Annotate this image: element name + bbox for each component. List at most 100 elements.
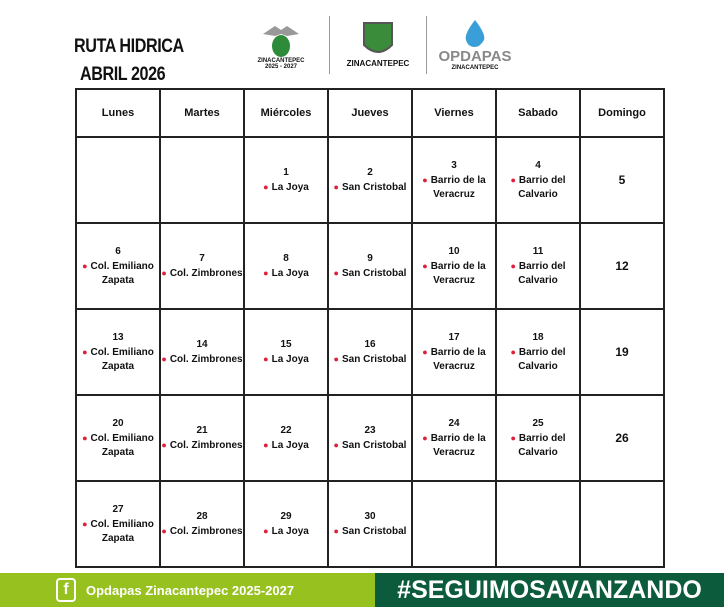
day-number: 5 <box>618 173 626 187</box>
route-location: ● La Joya <box>263 267 309 279</box>
route-location: ● La Joya <box>263 181 309 193</box>
ayuntamiento-logo: ZINACANTEPEC 2025 - 2027 <box>245 20 317 70</box>
calendar-cell: 12 <box>579 222 665 310</box>
ayuntamiento-emblem-icon <box>263 25 299 57</box>
route-location: ● Col. Emiliano Zapata <box>82 260 154 286</box>
calendar-cell: 7 ● Col. Zimbrones <box>159 222 245 310</box>
route-location: ● La Joya <box>263 525 309 537</box>
calendar-cell: 6 ● Col. Emiliano Zapata <box>75 222 161 310</box>
calendar-cell <box>579 480 665 568</box>
calendar-cell <box>159 136 245 224</box>
day-header: Miércoles <box>243 88 329 138</box>
route-location: ● San Cristobal <box>333 267 407 279</box>
day-header: Jueves <box>327 88 413 138</box>
pin-icon: ● <box>510 174 516 185</box>
calendar-table: Lunes Martes Miércoles Jueves Viernes Sabado D… <box>75 88 665 568</box>
day-number: 1 <box>283 166 289 178</box>
route-location: ● Col. Emiliano Zapata <box>82 346 154 372</box>
pin-icon: ● <box>510 432 516 443</box>
pin-icon: ● <box>333 267 339 278</box>
facebook-icon: f <box>56 578 76 602</box>
route-location: ● Barrio del Calvario <box>510 432 566 458</box>
calendar-cell: 25 ● Barrio del Calvario <box>495 394 581 482</box>
calendar-cell: 17 ● Barrio de la Veracruz <box>411 308 497 396</box>
week-row: 1 ● La Joya 2 ● San Cristobal 3 ● Barrio de la V… <box>75 136 665 224</box>
page-title: RUTA HIDRICA <box>74 36 184 57</box>
route-location: ● La Joya <box>263 439 309 451</box>
day-number: 30 <box>364 510 376 522</box>
pin-icon: ● <box>263 353 269 364</box>
shield-icon <box>363 22 393 53</box>
calendar-cell: 20 ● Col. Emiliano Zapata <box>75 394 161 482</box>
day-number: 13 <box>112 331 124 343</box>
footer: f Opdapas Zinacantepec 2025-2027 #SEGUIM… <box>0 573 724 607</box>
calendar-cell: 27 ● Col. Emiliano Zapata <box>75 480 161 568</box>
route-location: ● San Cristobal <box>333 439 407 451</box>
week-row: 27 ● Col. Emiliano Zapata 28 ● Col. Zimbrones… <box>75 480 665 568</box>
day-number: 20 <box>112 417 124 429</box>
pin-icon: ● <box>333 181 339 192</box>
route-location: ● Barrio de la Veracruz <box>422 174 486 200</box>
pin-icon: ● <box>510 260 516 271</box>
day-number: 26 <box>615 431 629 445</box>
day-number: 29 <box>280 510 292 522</box>
calendar-cell <box>495 480 581 568</box>
route-location: ● Col. Zimbrones <box>161 439 243 451</box>
pin-icon: ● <box>510 346 516 357</box>
day-number: 22 <box>280 424 292 436</box>
day-number: 10 <box>448 245 460 257</box>
calendar-cell: 26 <box>579 394 665 482</box>
pin-icon: ● <box>333 353 339 364</box>
route-location: ● San Cristobal <box>333 353 407 365</box>
route-location: ● Barrio del Calvario <box>510 174 566 200</box>
day-number: 25 <box>532 417 544 429</box>
logos: ZINACANTEPEC 2025 - 2027 ZINACANTEPEC OP… <box>245 12 512 77</box>
pin-icon: ● <box>263 267 269 278</box>
pin-icon: ● <box>161 439 167 450</box>
calendar-cell <box>411 480 497 568</box>
day-number: 6 <box>115 245 121 257</box>
day-number: 3 <box>451 159 457 171</box>
calendar-cell: 30 ● San Cristobal <box>327 480 413 568</box>
route-location: ● Col. Zimbrones <box>161 525 243 537</box>
calendar-cell: 29 ● La Joya <box>243 480 329 568</box>
day-header: Lunes <box>75 88 161 138</box>
pin-icon: ● <box>161 353 167 364</box>
pin-icon: ● <box>333 525 339 536</box>
calendar-cell: 13 ● Col. Emiliano Zapata <box>75 308 161 396</box>
calendar-cell: 23 ● San Cristobal <box>327 394 413 482</box>
route-location: ● Col. Zimbrones <box>161 267 243 279</box>
route-location: ● Col. Emiliano Zapata <box>82 518 154 544</box>
day-number: 27 <box>112 503 124 515</box>
day-number: 9 <box>367 252 373 264</box>
calendar-cell: 9 ● San Cristobal <box>327 222 413 310</box>
day-number: 24 <box>448 417 460 429</box>
route-location: ● Barrio de la Veracruz <box>422 260 486 286</box>
route-location: ● Col. Emiliano Zapata <box>82 432 154 458</box>
calendar-cell: 14 ● Col. Zimbrones <box>159 308 245 396</box>
calendar-cell: 22 ● La Joya <box>243 394 329 482</box>
calendar-cell: 18 ● Barrio del Calvario <box>495 308 581 396</box>
day-header: Sabado <box>495 88 581 138</box>
day-number: 21 <box>196 424 208 436</box>
pin-icon: ● <box>82 518 88 529</box>
pin-icon: ● <box>422 346 428 357</box>
route-location: ● La Joya <box>263 353 309 365</box>
calendar-cell: 10 ● Barrio de la Veracruz <box>411 222 497 310</box>
calendar-cell <box>75 136 161 224</box>
divider <box>329 15 330 74</box>
water-drop-icon <box>465 20 485 47</box>
week-row: 20 ● Col. Emiliano Zapata 21 ● Col. Zimbrones… <box>75 394 665 482</box>
calendar-cell: 2 ● San Cristobal <box>327 136 413 224</box>
day-number: 4 <box>535 159 541 171</box>
week-row: 13 ● Col. Emiliano Zapata 14 ● Col. Zimbrones… <box>75 308 665 396</box>
calendar-cell: 3 ● Barrio de la Veracruz <box>411 136 497 224</box>
pin-icon: ● <box>263 439 269 450</box>
route-location: ● Barrio de la Veracruz <box>422 432 486 458</box>
calendar-cell: 19 <box>579 308 665 396</box>
route-location: ● San Cristobal <box>333 525 407 537</box>
pin-icon: ● <box>161 267 167 278</box>
pin-icon: ● <box>422 260 428 271</box>
calendar-cell: 16 ● San Cristobal <box>327 308 413 396</box>
route-location: ● Barrio del Calvario <box>510 346 566 372</box>
